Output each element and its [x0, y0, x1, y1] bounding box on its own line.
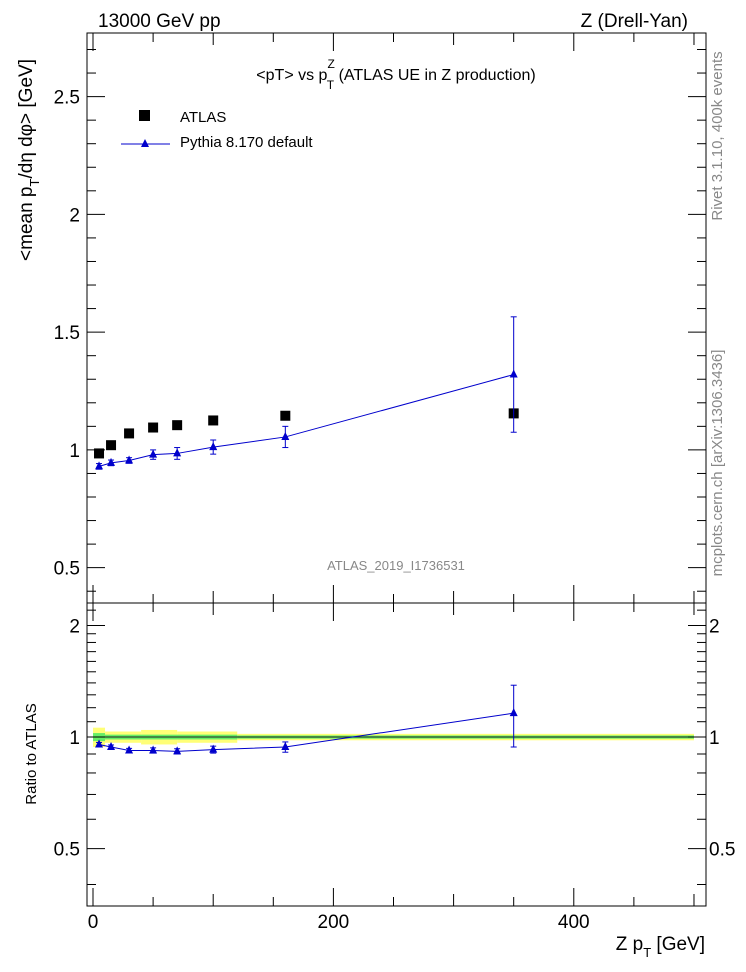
pythia-data-point	[209, 442, 218, 451]
ratio-data-point	[125, 745, 134, 754]
legend-pythia-label: Pythia 8.170 default	[180, 134, 313, 151]
ratio-data-point	[107, 742, 116, 751]
pythia-data-point	[509, 369, 518, 378]
ratio-data	[95, 684, 518, 755]
atlas-data-point	[94, 448, 105, 459]
rivet-version-label: Rivet 3.1.10, 400k events	[709, 51, 726, 220]
main-title-sup: Z	[327, 57, 334, 71]
atlas-data-point	[172, 420, 183, 431]
main-y-axis-label-sub: T	[27, 179, 42, 187]
atlas-data-point	[280, 410, 291, 421]
x-axis-label: Z pT [GeV]	[616, 934, 705, 960]
main-y-tick-label: 2	[69, 205, 80, 226]
mcplots-label: mcplots.cern.ch [arXiv:1306.3436]	[709, 350, 726, 577]
main-y-axis-label: <mean pT/dη dφ> [GeV]	[16, 59, 42, 261]
pythia-data-point	[125, 455, 134, 464]
legend-atlas-label: ATLAS	[180, 109, 226, 126]
ratio-y-tick-label-right: 0.5	[709, 840, 735, 861]
ratio-pythia-line	[98, 712, 514, 752]
x-tick-label: 0	[88, 912, 99, 933]
ratio-y-tick-label-right: 1	[709, 728, 720, 749]
ratio-y-tick-label-left: 1	[69, 728, 80, 749]
main-y-tick-label: 2.5	[54, 88, 80, 109]
main-title-pre: <pT> vs p	[256, 67, 327, 84]
x-tick-label: 400	[558, 912, 590, 933]
ratio-data-point	[209, 744, 218, 753]
analysis-watermark: ATLAS_2019_I1736531	[327, 558, 465, 573]
x-axis-label-pre: Z p	[616, 934, 643, 955]
ratio-data-point	[173, 746, 182, 755]
main-y-axis-label-pre: <mean p	[16, 187, 37, 261]
ratio-y-axis-label: Ratio to ATLAS	[23, 703, 40, 804]
ratio-data-point	[95, 739, 104, 748]
legend-atlas-marker	[139, 110, 150, 121]
atlas-data-point	[148, 422, 159, 433]
pythia-data-point	[95, 461, 104, 470]
ratio-y-tick-label-left: 2	[69, 616, 80, 637]
main-y-axis-label-post: /dη dφ> [GeV]	[16, 59, 37, 179]
atlas-data-point	[106, 440, 117, 451]
pythia-line	[98, 374, 514, 467]
pythia-data-point	[149, 449, 158, 458]
header-left-label: 13000 GeV pp	[98, 11, 221, 32]
ratio-panel: 0.5 0.5 1 1 2 2 0 200 400 Ratio to ATLAS Z pT [G…	[23, 602, 735, 960]
pythia-data-point	[107, 457, 116, 466]
main-title: <pT> vs pZ T (ATLAS UE in Z production)	[256, 57, 535, 92]
x-tick-label: 200	[318, 912, 350, 933]
ratio-data-point	[281, 742, 290, 751]
main-y-tick-label: 1.5	[54, 323, 80, 344]
ratio-y-tick-label-left: 0.5	[54, 840, 80, 861]
main-data	[94, 316, 519, 470]
ratio-data-point	[509, 708, 518, 717]
main-title-sub: T	[327, 78, 335, 92]
ratio-data-point	[149, 745, 158, 754]
header-right-label: Z (Drell-Yan)	[581, 11, 688, 32]
legend: ATLAS Pythia 8.170 default	[121, 109, 313, 151]
atlas-data-point	[124, 428, 135, 439]
pythia-data-point	[173, 448, 182, 457]
x-axis-label-sub: T	[643, 945, 651, 960]
ratio-reference-band	[93, 727, 694, 748]
x-axis-label-post: [GeV]	[651, 934, 705, 955]
main-title-post: (ATLAS UE in Z production)	[334, 67, 536, 84]
pythia-data-point	[281, 431, 290, 440]
ratio-y-tick-label-right: 2	[709, 616, 720, 637]
atlas-data-point	[208, 415, 219, 426]
main-y-tick-label: 0.5	[54, 559, 80, 580]
main-y-tick-label: 1	[69, 441, 80, 462]
main-axes: 0.5 1 1.5 2 2.5	[54, 33, 706, 603]
main-panel: 0.511.522.5 <pT> vs pZ T (ATLAS UE in Z p…	[16, 32, 707, 604]
legend-pythia-marker	[141, 139, 149, 147]
ratio-axes: 0.5 0.5 1 1 2 2 0 200 400	[54, 603, 735, 933]
